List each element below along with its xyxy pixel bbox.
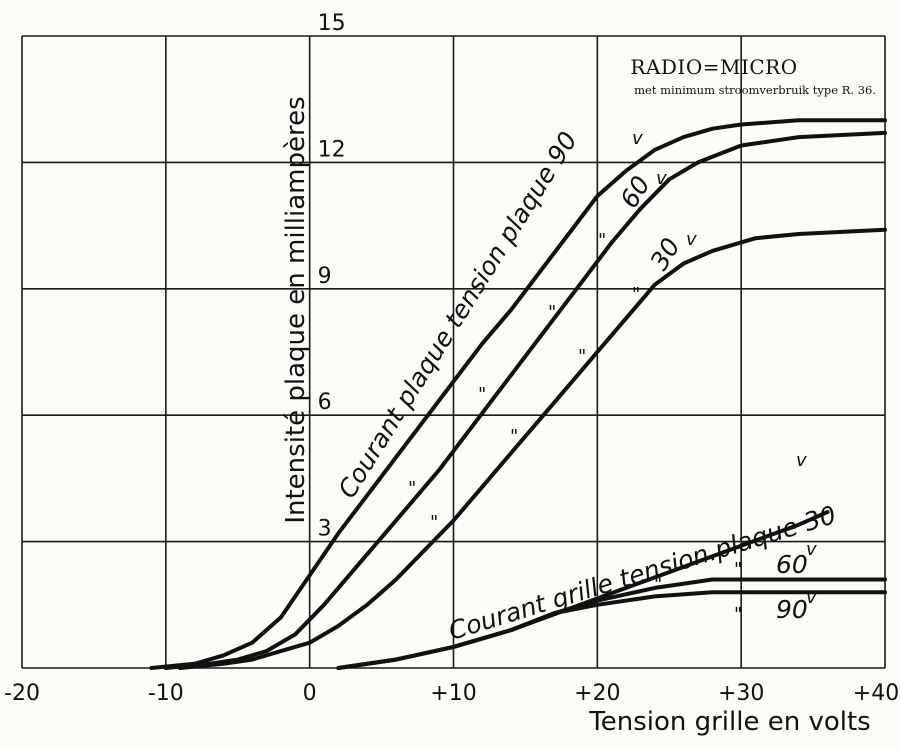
grid-90v-label: 90 (776, 595, 808, 624)
x-tick-label: +10 (430, 681, 476, 706)
x-tick-label: 0 (303, 681, 317, 706)
x-tick-label: +30 (718, 681, 764, 706)
ditto-mark: " (578, 346, 586, 367)
volt-mark-grid-60: v (806, 539, 817, 560)
ditto-mark: " (510, 426, 518, 447)
curves (149, 118, 887, 670)
volt-mark-grid-30: v (796, 450, 807, 471)
y-tick-label: 15 (318, 11, 346, 36)
series-line-2 (163, 130, 887, 670)
ditto-mark: " (430, 512, 438, 533)
x-tick-label: +40 (853, 681, 899, 706)
volt-mark-90: v (632, 128, 643, 149)
series-line-1 (149, 118, 887, 670)
y-axis-label: Intensité plaque en milliampères (281, 96, 311, 523)
ditto-mark: " (734, 559, 742, 580)
ditto-mark: " (734, 604, 742, 625)
ditto-mark: " (478, 384, 486, 405)
x-tick-label: -10 (148, 681, 184, 706)
ditto-mark: " (632, 284, 640, 305)
series-line-3 (178, 227, 887, 670)
tick-labels: -20 -10 0 +10 +20 +30 +40 3 6 9 12 15 (4, 11, 899, 706)
y-tick-label: 9 (318, 264, 332, 289)
chart-title: RADIO=MICRO (630, 55, 797, 79)
chart-subtitle: met minimum stroomverbruik type R. 36. (634, 83, 876, 97)
y-tick-label: 6 (318, 390, 332, 415)
ditto-mark: " (548, 302, 556, 323)
grid-60v-label: 60 (776, 550, 808, 579)
series-line-6 (336, 590, 887, 670)
volt-mark-30: v (686, 229, 697, 250)
x-axis-label: Tension grille en volts (588, 707, 870, 737)
y-tick-label: 3 (318, 517, 332, 542)
ditto-mark: " (654, 574, 662, 595)
volt-mark-grid-90: v (806, 587, 817, 608)
volt-mark-60: v (656, 168, 667, 189)
x-tick-label: -20 (4, 681, 40, 706)
x-tick-label: +20 (574, 681, 620, 706)
gridlines (21, 35, 886, 669)
y-tick-label: 12 (318, 137, 346, 162)
ditto-mark: " (408, 478, 416, 499)
ditto-mark: " (598, 230, 606, 251)
